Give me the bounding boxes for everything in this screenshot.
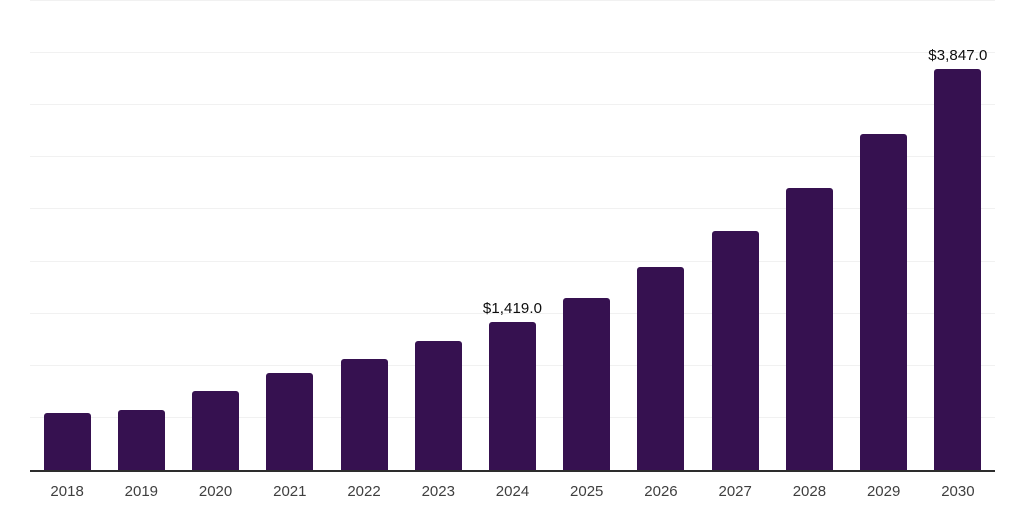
x-tick-label-2030: 2030	[941, 483, 975, 500]
bar-2023	[414, 341, 462, 470]
bar-2022	[340, 359, 388, 470]
x-tick-label-2029: 2029	[866, 483, 901, 500]
bar-2029	[860, 133, 908, 470]
x-tick-label-2027: 2027	[718, 483, 752, 500]
bar-2024	[489, 322, 536, 470]
x-tick-label-2019: 2019	[124, 483, 159, 500]
bar-2028	[785, 187, 833, 470]
x-tick-label-2018: 2018	[50, 483, 84, 500]
gridline	[30, 312, 995, 314]
x-tick-label-2021: 2021	[273, 483, 307, 500]
gridline	[30, 156, 995, 158]
x-tick-label-2023: 2023	[421, 483, 455, 500]
bar-2027	[711, 231, 759, 470]
bar-2026	[637, 266, 685, 470]
x-axis-labels: 2018 2019 2020 2021 2022 2023 2024 2025 2026 2027…	[30, 483, 995, 503]
x-tick-label-2025: 2025	[570, 483, 604, 500]
x-tick-label-2024: 2024	[495, 483, 530, 500]
gridline	[30, 52, 995, 54]
bar-value-label-2024: $1,419.0	[482, 300, 543, 318]
bar-2018	[43, 412, 91, 470]
plot-area: $1,419.0 $3,847.0	[30, 0, 995, 472]
gridline	[30, 0, 995, 1]
bar-2019	[117, 410, 165, 470]
x-tick-label-2022: 2022	[347, 483, 381, 500]
x-tick-label-2028: 2028	[792, 483, 827, 500]
gridline	[30, 208, 995, 210]
bar-2020	[192, 391, 240, 470]
x-axis-line	[30, 470, 995, 472]
x-tick-label-2020: 2020	[198, 483, 233, 500]
bar-value-label-2030: $3,847.0	[928, 47, 988, 65]
bar-2030	[934, 69, 982, 470]
bar-2021	[266, 372, 314, 470]
gridline	[30, 104, 995, 106]
x-tick-label-2026: 2026	[644, 483, 678, 500]
gridline	[30, 260, 995, 262]
bar-2025	[563, 297, 611, 470]
